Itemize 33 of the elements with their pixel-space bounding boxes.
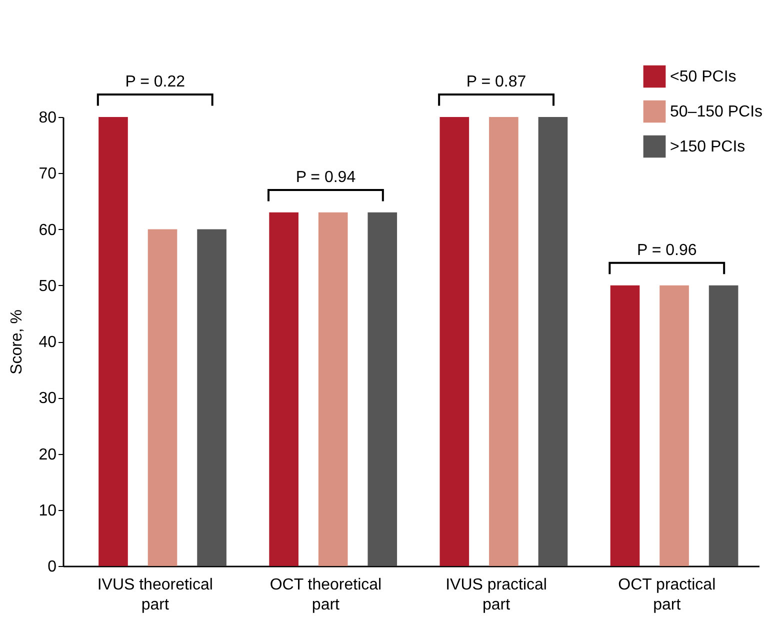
x-tick-label: IVUS theoretical part <box>97 576 213 614</box>
bar <box>98 117 128 566</box>
legend-label: 50–150 PCIs <box>670 104 763 120</box>
x-tick-label: IVUS practical part <box>446 576 547 614</box>
bar <box>318 212 348 566</box>
legend-label: >150 PCIs <box>670 138 746 156</box>
annotation: P = 0.96 <box>637 242 697 259</box>
text: P = 0.22 <box>125 74 186 91</box>
y-axis-title: Score, % <box>8 310 26 374</box>
bar <box>148 229 178 566</box>
bar <box>269 212 298 566</box>
bar <box>489 117 518 566</box>
y-tick-label: 50 <box>38 278 57 295</box>
text: P = 0.87 <box>466 74 526 91</box>
y-tick-label: 80 <box>38 110 57 126</box>
bar <box>610 285 640 566</box>
annotation: P = 0.94 <box>296 168 356 186</box>
y-tick-label: 10 <box>38 502 57 520</box>
x-tick-label: OCT practical part <box>618 576 716 614</box>
y-tick-label: 20 <box>38 446 57 464</box>
bar <box>538 117 568 566</box>
x-tick-label: OCT theoretical part <box>270 576 382 614</box>
y-tick-label: 60 <box>38 222 57 239</box>
y-tick-label: 40 <box>38 334 57 351</box>
bar <box>368 212 398 566</box>
bar <box>708 285 738 566</box>
y-tick-label: 30 <box>38 390 57 408</box>
bar <box>440 117 470 566</box>
bar <box>197 229 226 566</box>
y-tick-label: 0 <box>48 558 57 576</box>
bar <box>660 285 689 566</box>
legend-label: <50 PCIs <box>670 68 736 86</box>
y-tick-label: 70 <box>38 166 57 183</box>
